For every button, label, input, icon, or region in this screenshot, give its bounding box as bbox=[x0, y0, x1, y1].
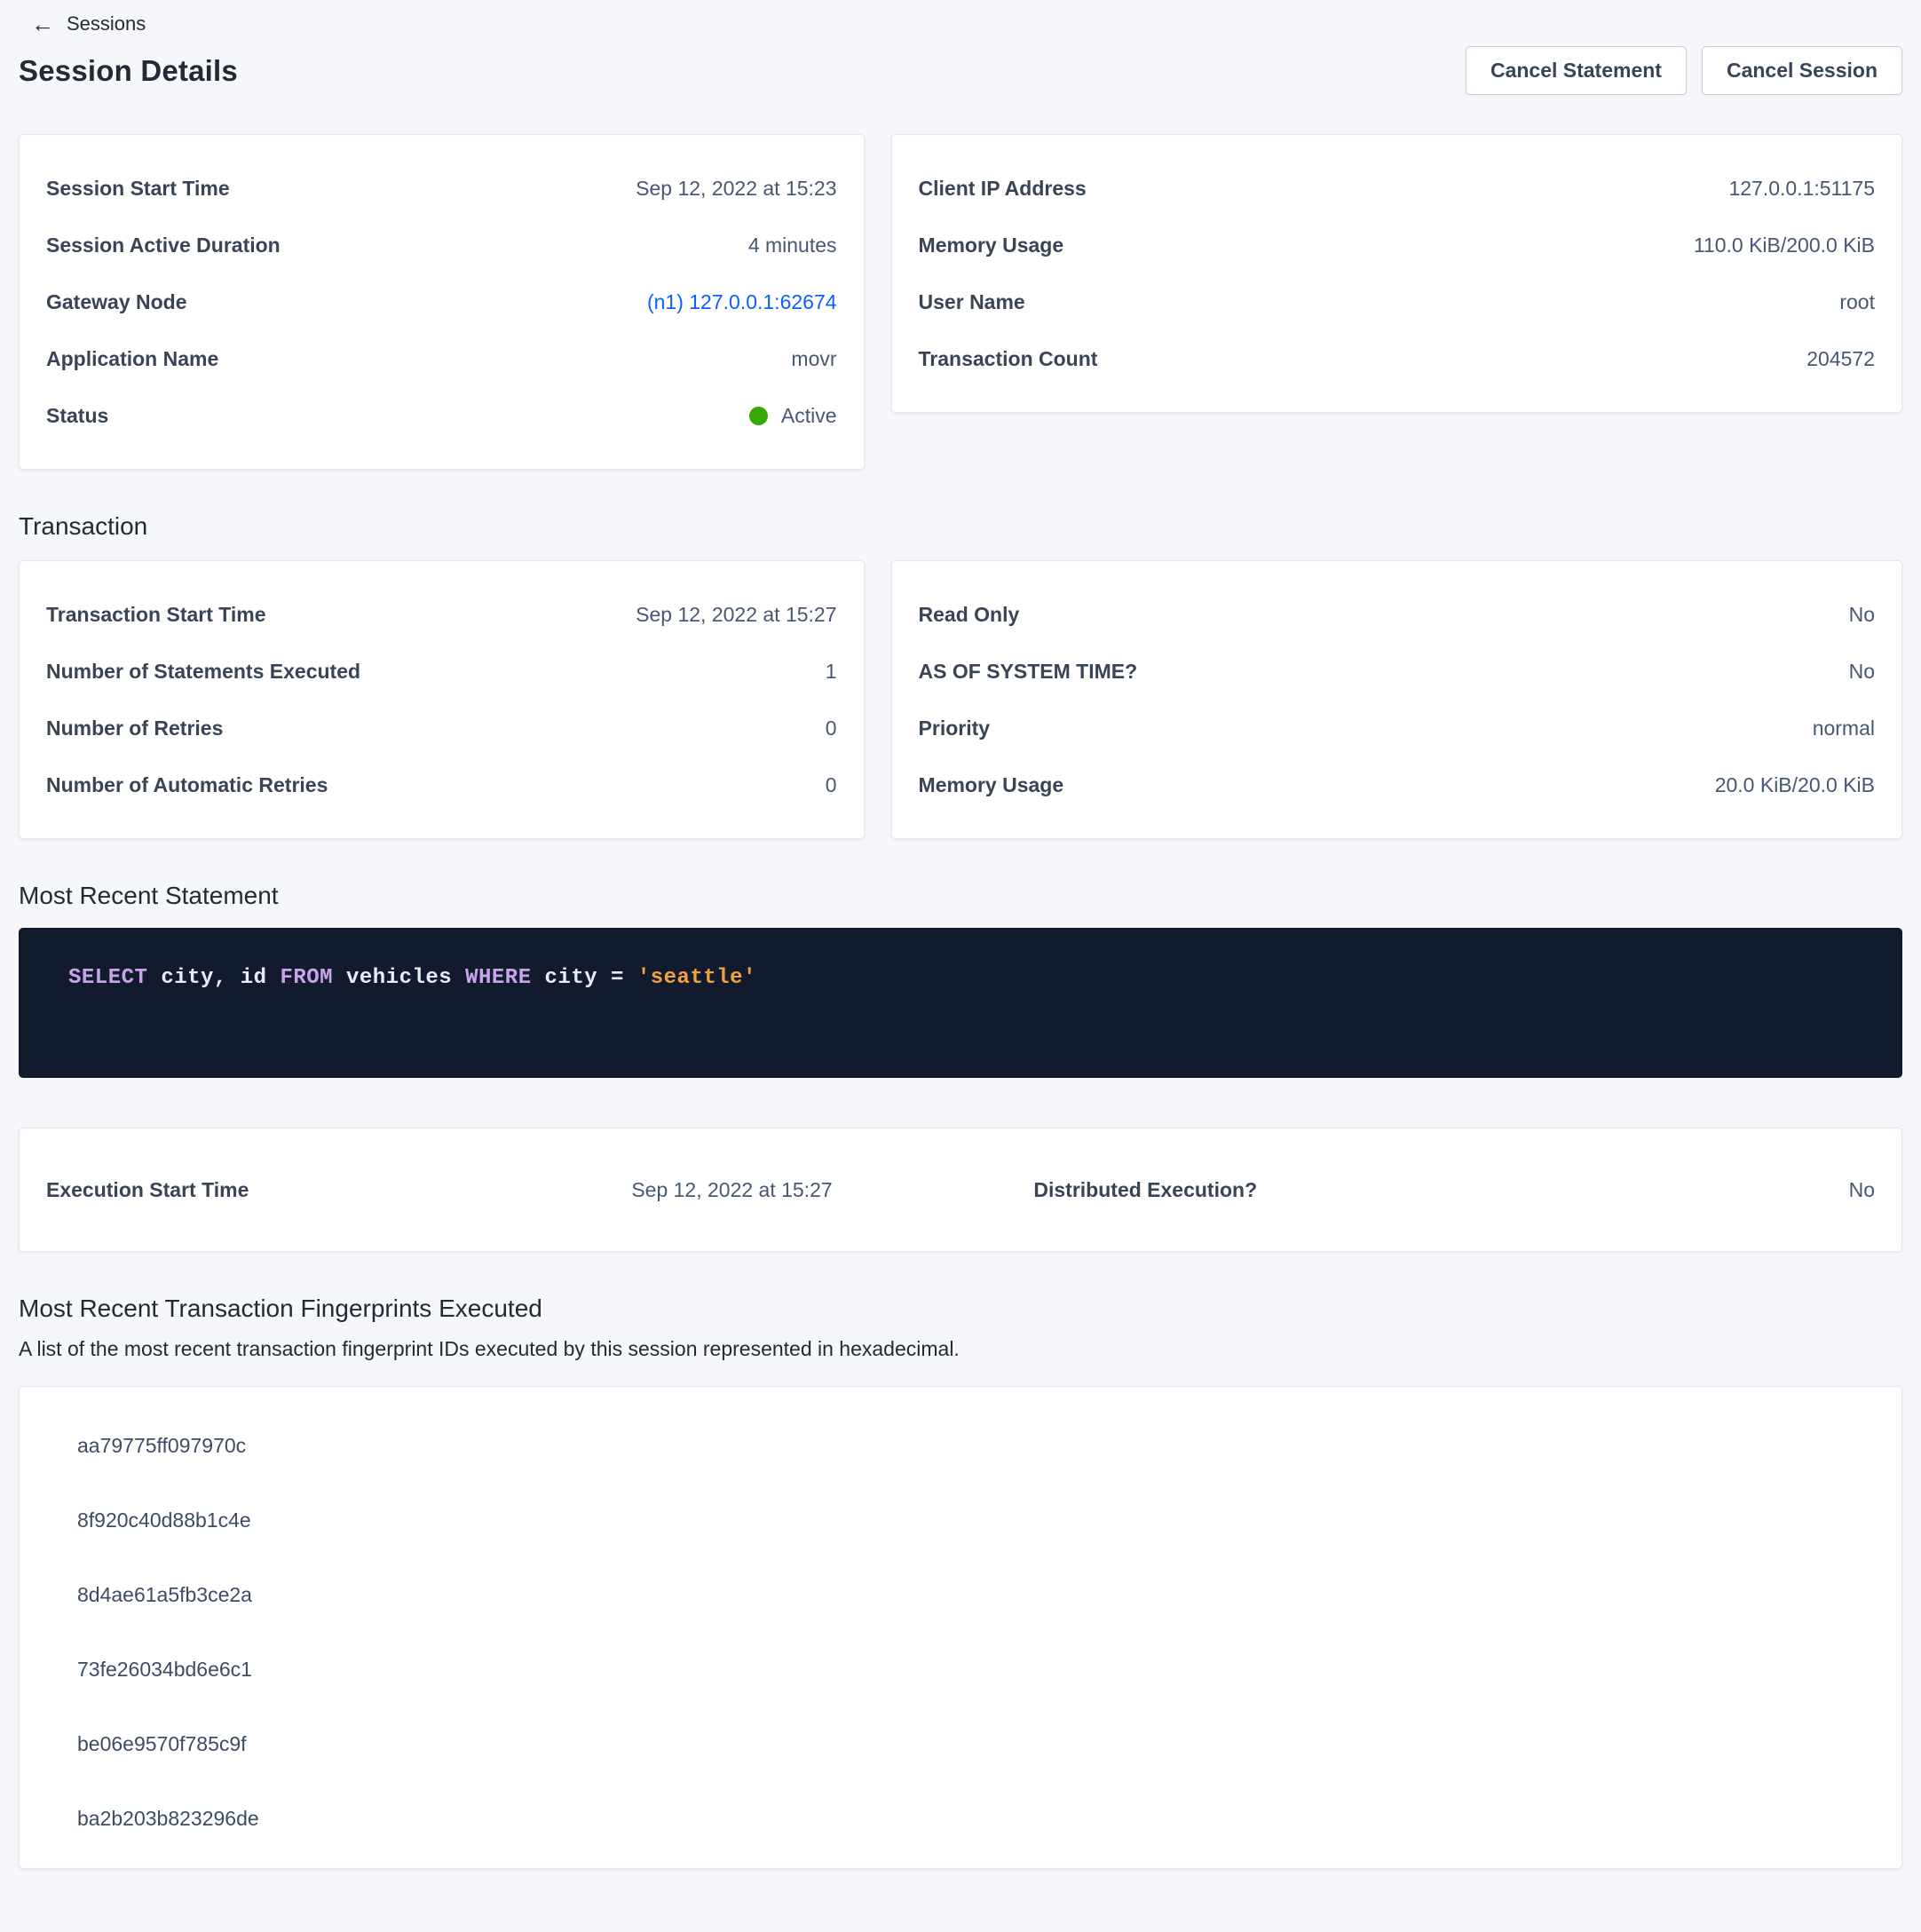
memory-usage-row: Memory Usage 110.0 KiB/200.0 KiB bbox=[919, 217, 1875, 273]
transaction-count-row: Transaction Count 204572 bbox=[919, 330, 1875, 387]
row-value: normal bbox=[1812, 716, 1875, 740]
row-label: Number of Automatic Retries bbox=[46, 772, 328, 796]
transaction-start-time-row: Transaction Start Time Sep 12, 2022 at 1… bbox=[46, 586, 837, 643]
row-value: 0 bbox=[825, 772, 837, 796]
transaction-section-heading: Transaction bbox=[19, 512, 148, 540]
fingerprints-description: A list of the most recent transaction fi… bbox=[19, 1337, 960, 1360]
row-label: Read Only bbox=[918, 602, 1020, 626]
row-label: Application Name bbox=[46, 346, 219, 370]
row-label: Gateway Node bbox=[46, 289, 187, 313]
automatic-retries-row: Number of Automatic Retries 0 bbox=[46, 756, 837, 813]
statements-executed-row: Number of Statements Executed 1 bbox=[46, 643, 837, 700]
most-recent-statement-heading: Most Recent Statement bbox=[19, 882, 279, 909]
execution-start-time-label: Execution Start Time bbox=[46, 1177, 249, 1201]
row-label: Transaction Start Time bbox=[46, 602, 266, 626]
page-title: Session Details bbox=[19, 53, 238, 87]
row-value: 1 bbox=[825, 659, 837, 683]
distributed-execution-label: Distributed Execution? bbox=[1033, 1177, 1258, 1201]
row-value: 204572 bbox=[1806, 346, 1875, 370]
row-value: 0 bbox=[825, 716, 837, 740]
row-value: Sep 12, 2022 at 15:23 bbox=[636, 176, 837, 200]
row-value: 4 minutes bbox=[747, 233, 837, 257]
sql-statement: SELECT city, id FROM vehicles WHERE city… bbox=[68, 966, 756, 990]
status-badge: Active bbox=[748, 403, 837, 428]
fingerprint-list-item: aa79775ff097970c bbox=[77, 1433, 247, 1457]
row-label: Memory Usage bbox=[918, 233, 1064, 257]
cancel-session-button[interactable]: Cancel Session bbox=[1701, 46, 1902, 95]
title-row: Session Details Cancel Statement Cancel … bbox=[19, 46, 1902, 95]
gateway-node-row: Gateway Node (n1) 127.0.0.1:62674 bbox=[46, 273, 837, 330]
row-value: movr bbox=[791, 346, 837, 370]
row-label: User Name bbox=[918, 289, 1025, 313]
read-only-row: Read Only No bbox=[919, 586, 1875, 643]
fingerprints-section-heading: Most Recent Transaction Fingerprints Exe… bbox=[19, 1295, 542, 1322]
user-name-row: User Name root bbox=[919, 273, 1875, 330]
fingerprint-list-item: 73fe26034bd6e6c1 bbox=[77, 1657, 252, 1681]
fingerprint-list-item: 8f920c40d88b1c4e bbox=[77, 1508, 251, 1532]
row-label: Number of Retries bbox=[46, 716, 224, 740]
fingerprint-list-item: be06e9570f785c9f bbox=[77, 1731, 247, 1755]
transaction-cards: Transaction Start Time Sep 12, 2022 at 1… bbox=[19, 560, 1902, 839]
breadcrumb-label: Sessions bbox=[67, 12, 146, 35]
gateway-node-link[interactable]: (n1) 127.0.0.1:62674 bbox=[646, 289, 837, 313]
breadcrumb-back-sessions[interactable]: ← Sessions bbox=[19, 9, 146, 36]
row-label: Client IP Address bbox=[918, 176, 1087, 200]
session-summary-left-card: Session Start Time Sep 12, 2022 at 15:23… bbox=[19, 134, 865, 470]
action-buttons: Cancel Statement Cancel Session bbox=[1465, 46, 1902, 95]
row-value: No bbox=[1848, 602, 1875, 626]
execution-start-time-value: Sep 12, 2022 at 15:27 bbox=[631, 1177, 833, 1201]
session-summary-cards: Session Start Time Sep 12, 2022 at 15:23… bbox=[19, 134, 1902, 470]
distributed-execution-value: No bbox=[1848, 1177, 1875, 1201]
status-row: Status Active bbox=[46, 387, 837, 444]
row-value: Sep 12, 2022 at 15:27 bbox=[636, 602, 837, 626]
row-value: 20.0 KiB/20.0 KiB bbox=[1714, 772, 1875, 796]
priority-row: Priority normal bbox=[919, 700, 1875, 756]
row-label: Number of Statements Executed bbox=[46, 659, 361, 683]
row-value: No bbox=[1848, 659, 1875, 683]
session-summary-right-card: Client IP Address 127.0.0.1:51175 Memory… bbox=[890, 134, 1902, 413]
cancel-statement-button[interactable]: Cancel Statement bbox=[1465, 46, 1687, 95]
status-active-dot-icon bbox=[748, 406, 768, 425]
row-label: Transaction Count bbox=[918, 346, 1098, 370]
application-name-row: Application Name movr bbox=[46, 330, 837, 387]
status-value: Active bbox=[780, 403, 837, 427]
client-ip-row: Client IP Address 127.0.0.1:51175 bbox=[919, 160, 1875, 217]
row-label: Priority bbox=[918, 716, 991, 740]
row-value: root bbox=[1839, 289, 1875, 313]
row-label: Session Active Duration bbox=[46, 233, 281, 257]
fingerprint-list-item: ba2b203b823296de bbox=[77, 1806, 259, 1830]
fingerprints-card: aa79775ff097970c 8f920c40d88b1c4e 8d4ae6… bbox=[19, 1386, 1902, 1869]
sql-statement-box: SELECT city, id FROM vehicles WHERE city… bbox=[19, 928, 1902, 1078]
row-label: AS OF SYSTEM TIME? bbox=[918, 659, 1138, 683]
transaction-left-card: Transaction Start Time Sep 12, 2022 at 1… bbox=[19, 560, 865, 839]
row-label: Memory Usage bbox=[918, 772, 1064, 796]
as-of-system-time-row: AS OF SYSTEM TIME? No bbox=[919, 643, 1875, 700]
row-value: 127.0.0.1:51175 bbox=[1728, 176, 1875, 200]
transaction-memory-usage-row: Memory Usage 20.0 KiB/20.0 KiB bbox=[919, 756, 1875, 813]
row-label: Session Start Time bbox=[46, 176, 230, 200]
session-start-time-row: Session Start Time Sep 12, 2022 at 15:23 bbox=[46, 160, 837, 217]
row-value: 110.0 KiB/200.0 KiB bbox=[1693, 233, 1875, 257]
fingerprint-list-item: 8d4ae61a5fb3ce2a bbox=[77, 1582, 252, 1606]
transaction-right-card: Read Only No AS OF SYSTEM TIME? No Prior… bbox=[890, 560, 1902, 839]
execution-card: Execution Start Time Sep 12, 2022 at 15:… bbox=[19, 1128, 1902, 1252]
retries-row: Number of Retries 0 bbox=[46, 700, 837, 756]
back-arrow-icon: ← bbox=[31, 11, 54, 37]
session-active-duration-row: Session Active Duration 4 minutes bbox=[46, 217, 837, 273]
row-label: Status bbox=[46, 403, 109, 427]
